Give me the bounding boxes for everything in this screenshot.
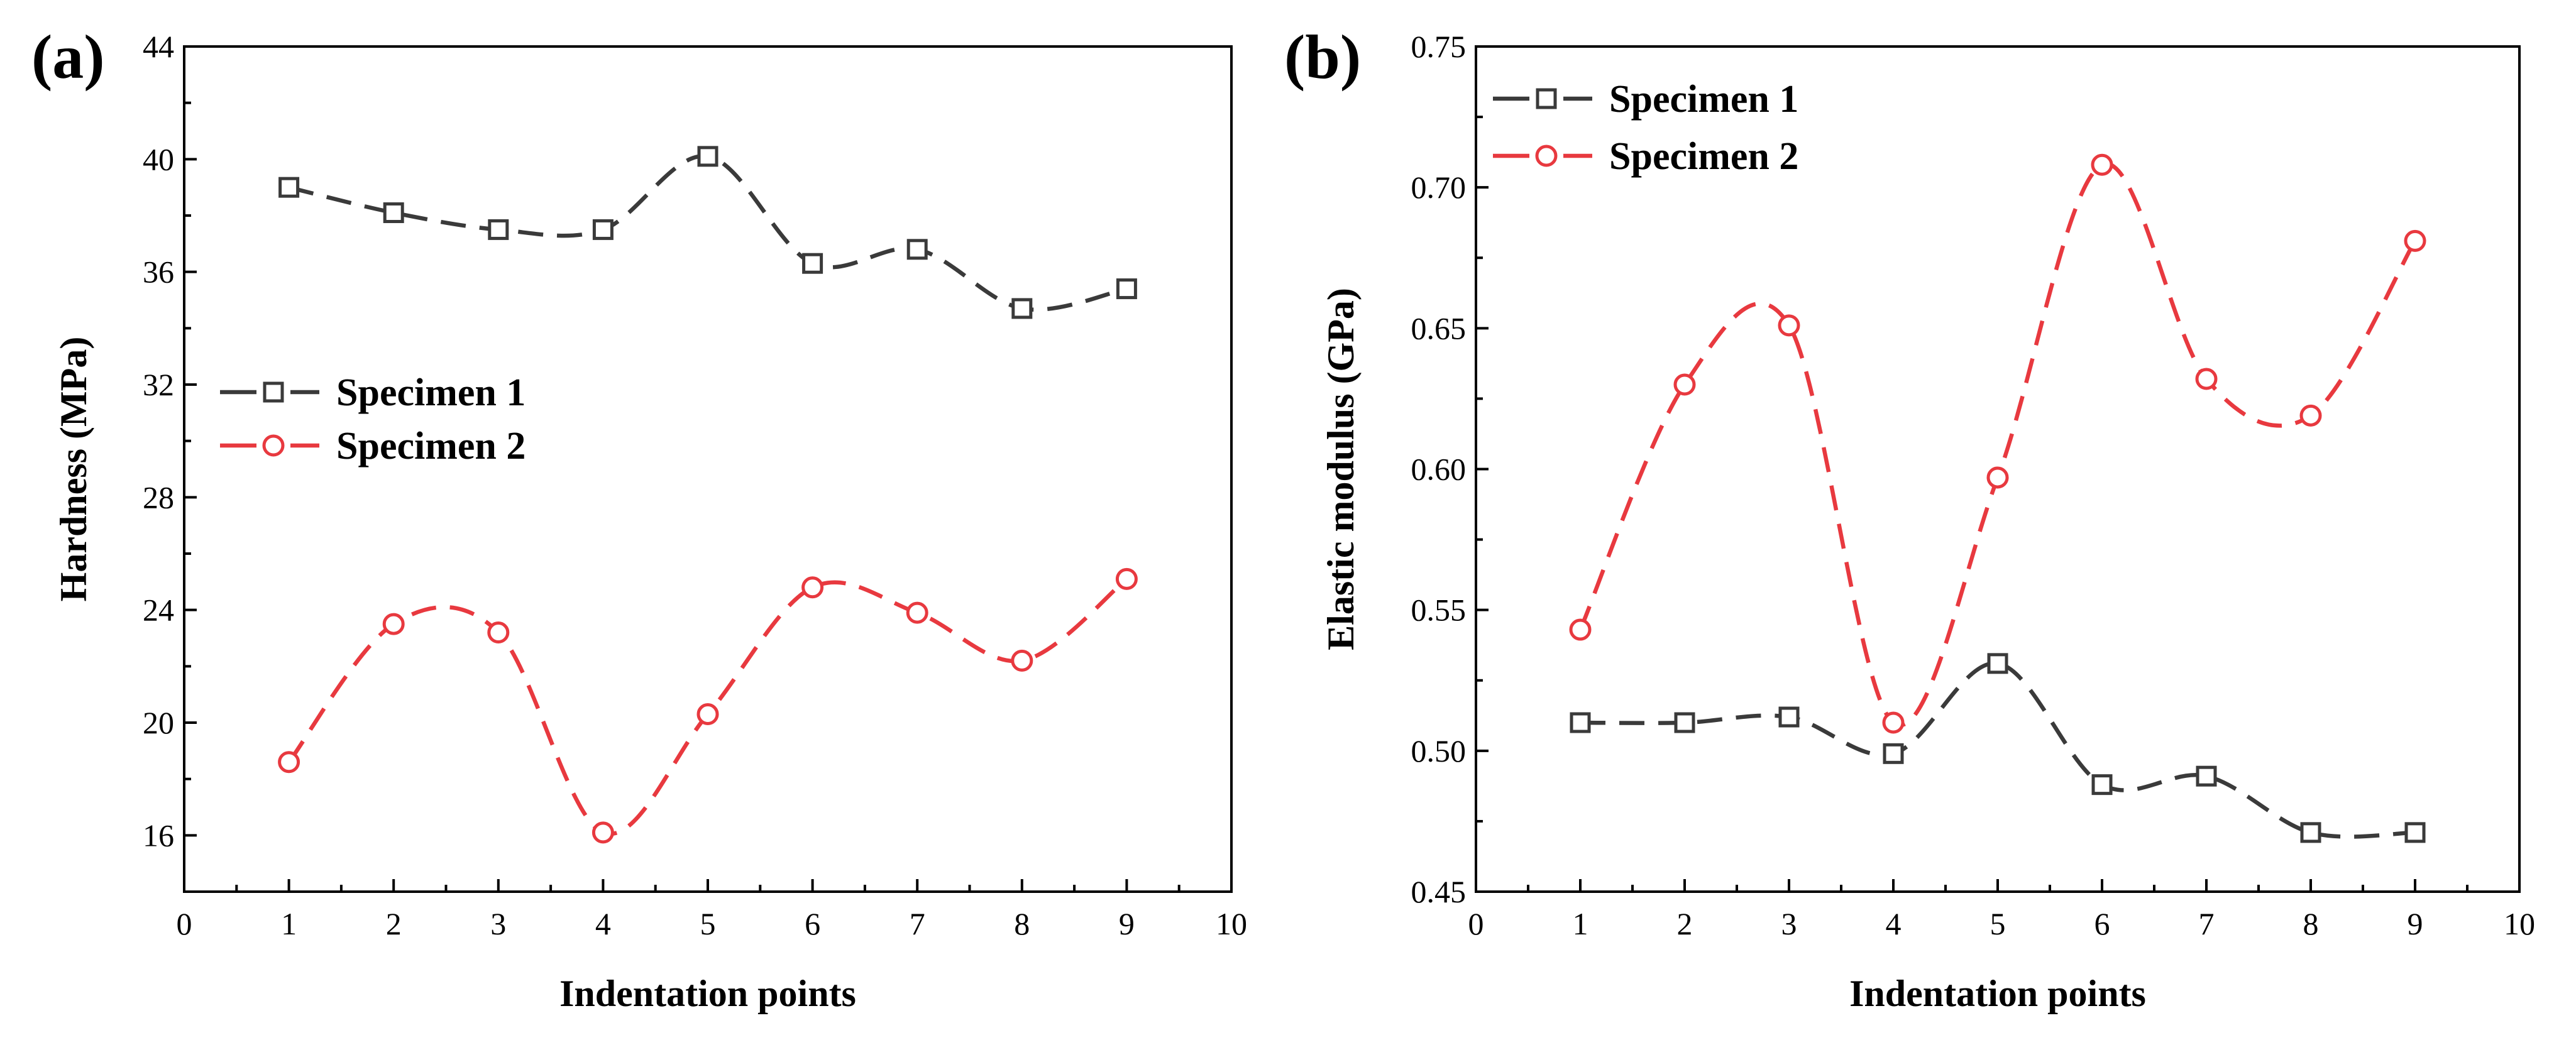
data-point-square bbox=[1987, 653, 2008, 674]
y-tick-label: 24 bbox=[143, 593, 174, 628]
data-point-circle bbox=[696, 703, 719, 726]
data-point-square bbox=[1674, 712, 1695, 733]
data-point-circle bbox=[1569, 618, 1592, 641]
data-point-circle bbox=[906, 601, 928, 624]
y-tick-label: 40 bbox=[143, 141, 174, 177]
data-point-square bbox=[906, 239, 928, 260]
x-tick-label: 2 bbox=[1677, 906, 1693, 941]
y-tick-label: 0.70 bbox=[1411, 170, 1467, 205]
data-point-circle bbox=[1011, 649, 1033, 672]
data-point-circle bbox=[2195, 368, 2218, 390]
data-point-square bbox=[1883, 743, 1904, 764]
y-tick-label: 36 bbox=[143, 254, 174, 290]
series-line-1 bbox=[1580, 661, 2416, 839]
legend-label: Specimen 2 bbox=[336, 425, 526, 468]
x-tick-label: 5 bbox=[1990, 906, 2006, 941]
y-axis-title: Hardness (MPa) bbox=[53, 337, 94, 602]
y-tick-label: 0.45 bbox=[1411, 874, 1467, 909]
data-point-circle bbox=[2404, 229, 2426, 252]
series-line-2 bbox=[287, 577, 1128, 836]
legend-marker-square bbox=[263, 381, 284, 403]
data-point-circle bbox=[2299, 404, 2322, 427]
y-tick-label: 44 bbox=[143, 29, 174, 64]
data-point-square bbox=[697, 146, 718, 167]
x-tick-label: 8 bbox=[1014, 906, 1030, 941]
x-tick-label: 0 bbox=[177, 906, 192, 941]
data-point-circle bbox=[382, 613, 405, 635]
y-tick-label: 32 bbox=[143, 367, 174, 402]
y-tick-label: 0.65 bbox=[1411, 310, 1467, 346]
y-tick-label: 0.50 bbox=[1411, 733, 1467, 769]
data-point-square bbox=[2196, 765, 2217, 787]
y-tick-label: 0.75 bbox=[1411, 29, 1467, 64]
y-tick-label: 0.55 bbox=[1411, 593, 1467, 628]
legend-marker-circle bbox=[1535, 145, 1558, 167]
panel-b-elastic-modulus-chart: 0 1 2 3 4 5 6 7 8 9 10 0.45 0.50 0.55 0.60 0.65 0.70 0.75… bbox=[1284, 22, 2535, 1014]
data-point-square bbox=[1011, 298, 1033, 319]
panel-a-hardness-chart: 0 1 2 3 4 5 6 7 8 9 10 16 20 24 28 32 36 40 44 Indentation … bbox=[31, 22, 1247, 1014]
x-tick-label: 5 bbox=[700, 906, 716, 941]
x-tick-label: 3 bbox=[1781, 906, 1797, 941]
data-point-square bbox=[383, 202, 404, 224]
data-point-circle bbox=[1673, 373, 1696, 396]
data-point-circle bbox=[801, 576, 824, 599]
x-tick-label: 4 bbox=[1886, 906, 1902, 941]
data-point-square bbox=[1778, 706, 1800, 728]
data-point-square bbox=[488, 219, 509, 240]
data-point-square bbox=[802, 253, 823, 274]
data-point-circle bbox=[2091, 153, 2113, 176]
data-point-square bbox=[2404, 822, 2426, 843]
x-axis-title: Indentation points bbox=[559, 973, 856, 1014]
x-tick-label: 7 bbox=[2199, 906, 2215, 941]
x-tick-label: 6 bbox=[2094, 906, 2110, 941]
y-tick-label: 0.60 bbox=[1411, 452, 1467, 487]
y-tick-label: 16 bbox=[143, 818, 174, 853]
x-tick-label: 10 bbox=[1216, 906, 1247, 941]
x-tick-label: 8 bbox=[2303, 906, 2319, 941]
x-tick-label: 4 bbox=[595, 906, 611, 941]
data-point-square bbox=[592, 219, 614, 240]
x-tick-label: 7 bbox=[910, 906, 925, 941]
x-tick-label: 3 bbox=[490, 906, 506, 941]
data-point-square bbox=[1116, 278, 1137, 300]
data-point-circle bbox=[1986, 466, 2009, 489]
data-point-square bbox=[2091, 774, 2113, 796]
x-tick-label: 2 bbox=[386, 906, 402, 941]
data-point-square bbox=[1570, 712, 1591, 733]
data-point-circle bbox=[592, 821, 614, 844]
x-tick-label: 9 bbox=[2408, 906, 2423, 941]
data-point-circle bbox=[278, 751, 300, 774]
x-tick-label: 0 bbox=[1468, 906, 1484, 941]
legend-label: Specimen 2 bbox=[1609, 135, 1798, 178]
x-axis-title: Indentation points bbox=[1849, 973, 2146, 1014]
x-tick-label: 1 bbox=[281, 906, 297, 941]
legend-marker-circle bbox=[262, 434, 285, 457]
data-point-circle bbox=[1778, 314, 1800, 337]
x-tick-label: 6 bbox=[805, 906, 820, 941]
x-tick-label: 1 bbox=[1573, 906, 1588, 941]
data-point-circle bbox=[487, 621, 510, 644]
legend-label: Specimen 1 bbox=[1609, 78, 1798, 121]
legend-label: Specimen 1 bbox=[336, 371, 526, 414]
y-tick-label: 28 bbox=[143, 479, 174, 515]
x-tick-label: 9 bbox=[1119, 906, 1135, 941]
panel-label: (b) bbox=[1284, 22, 1361, 92]
y-tick-label: 20 bbox=[143, 705, 174, 740]
x-tick-label: 10 bbox=[2504, 906, 2535, 941]
data-point-circle bbox=[1115, 567, 1138, 590]
y-axis-title: Elastic modulus (GPa) bbox=[1320, 288, 1362, 650]
data-point-circle bbox=[1882, 711, 1905, 734]
series-line-2 bbox=[1578, 161, 2417, 727]
data-point-square bbox=[278, 177, 300, 198]
legend-marker-square bbox=[1536, 88, 1557, 109]
data-point-square bbox=[2300, 822, 2321, 843]
panel-label: (a) bbox=[31, 22, 105, 92]
